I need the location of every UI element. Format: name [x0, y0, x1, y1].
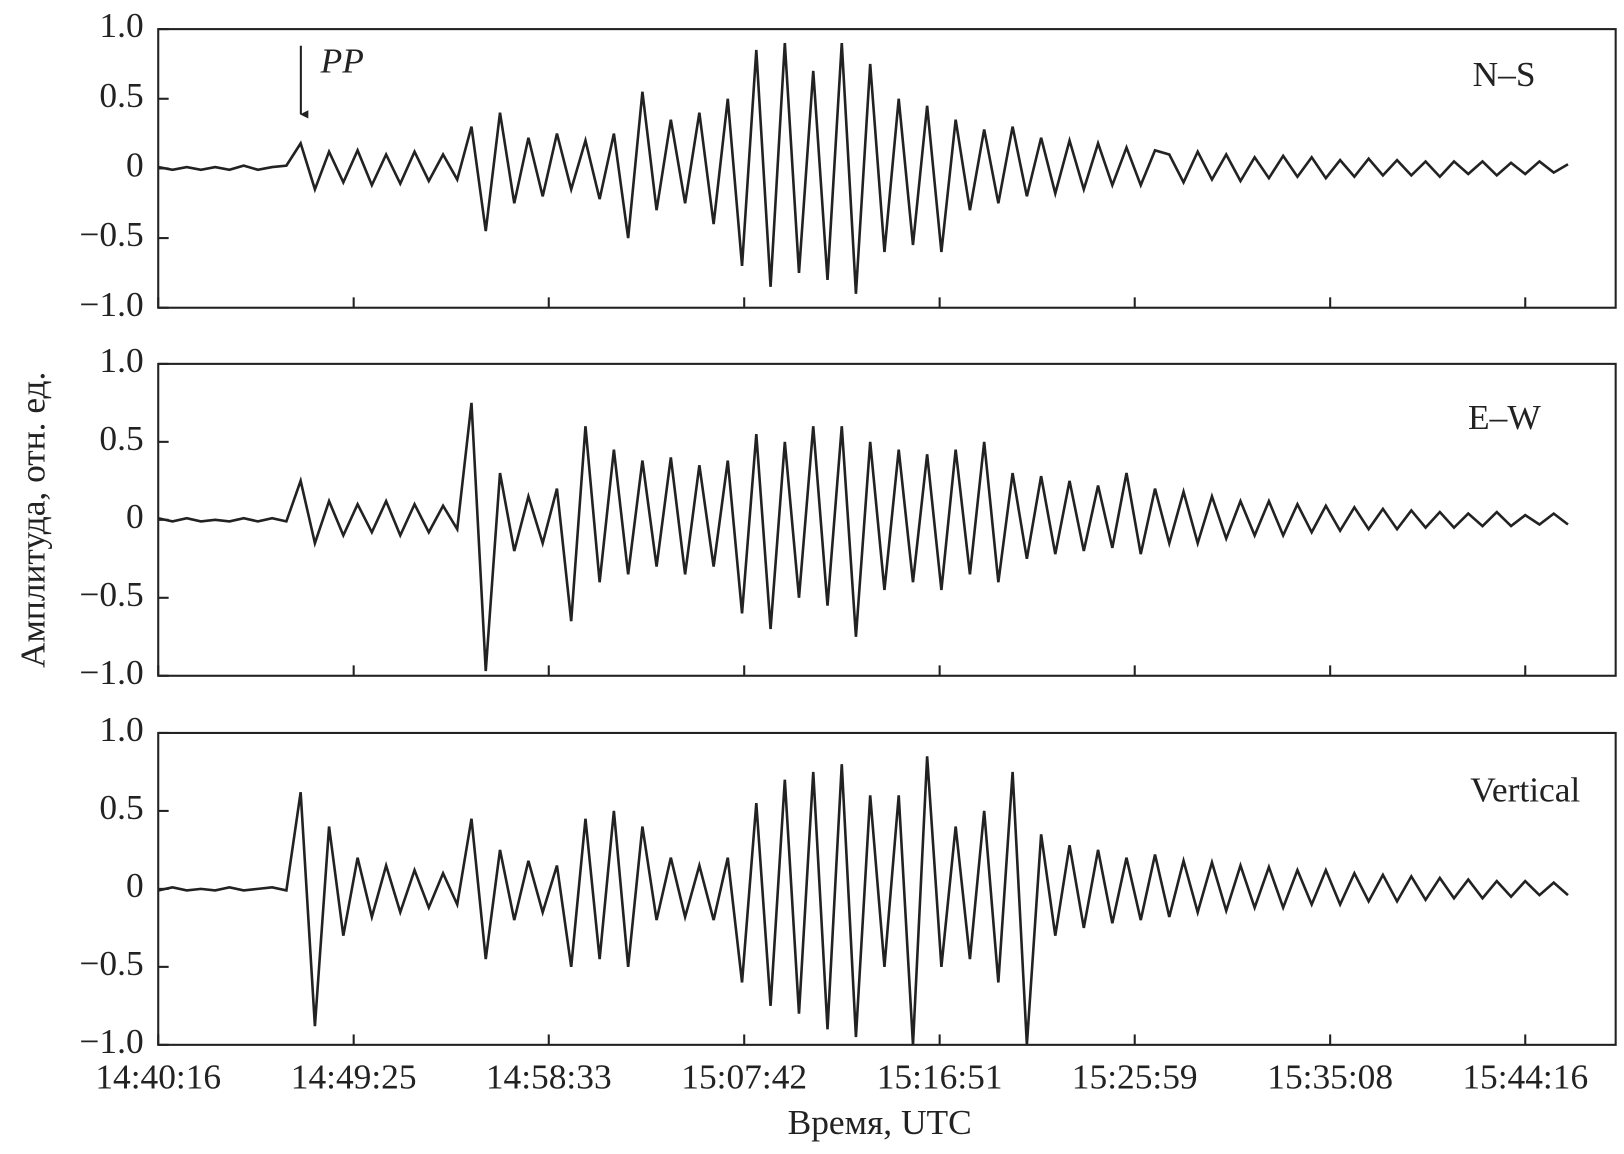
x-tick-label: 15:07:42 [681, 1056, 807, 1096]
x-tick-label: 14:49:25 [291, 1056, 417, 1096]
x-tick-label: 15:16:51 [877, 1056, 1003, 1096]
component-label: Vertical [1470, 769, 1580, 809]
y-tick-label: 1.0 [99, 5, 143, 45]
plot-frame [157, 28, 1617, 309]
y-tick-label: 0.5 [99, 75, 143, 115]
y-tick-label: −0.5 [79, 574, 143, 614]
y-tick-label: 0 [126, 865, 144, 905]
y-tick-label: 0.5 [99, 787, 143, 827]
y-tick-label: −1.0 [79, 1021, 143, 1061]
x-axis-label: Время, UTC [788, 1102, 972, 1142]
y-tick-label: −0.5 [79, 214, 143, 254]
y-tick-label: 0 [126, 496, 144, 536]
arrival-label: PP [320, 41, 364, 81]
x-tick-label: 14:58:33 [486, 1056, 612, 1096]
seismic-trace [157, 402, 1569, 672]
component-label: N–S [1473, 54, 1536, 94]
x-tick-label: 15:25:59 [1072, 1056, 1198, 1096]
seismic-trace [157, 42, 1569, 294]
y-tick-label: 0 [126, 145, 144, 185]
component-label: E–W [1468, 397, 1541, 437]
x-tick-label: 15:35:08 [1267, 1056, 1393, 1096]
y-tick-label: 1.0 [99, 340, 143, 380]
y-tick-label: −0.5 [79, 943, 143, 983]
seismic-trace [157, 756, 1569, 1045]
y-axis-label: Амплитуда, отн. ед. [13, 372, 53, 668]
y-tick-label: −1.0 [79, 284, 143, 324]
y-tick-label: 0.5 [99, 418, 143, 458]
x-tick-label: 15:44:16 [1462, 1056, 1588, 1096]
plot-frame [157, 731, 1617, 1046]
x-tick-label: 14:40:16 [95, 1056, 221, 1096]
y-tick-label: −1.0 [79, 652, 143, 692]
y-tick-label: 1.0 [99, 709, 143, 749]
